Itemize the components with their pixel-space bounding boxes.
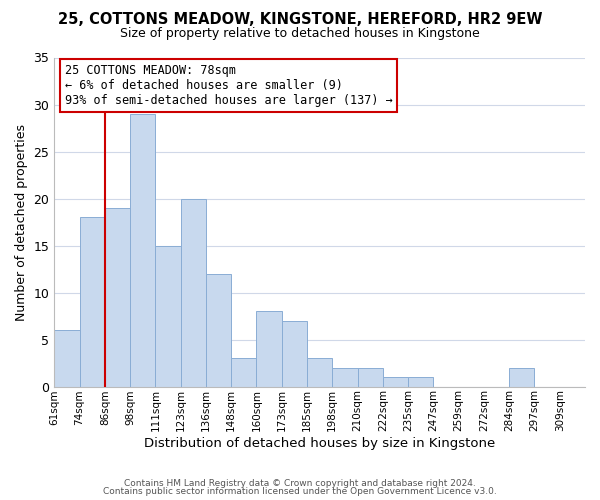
Bar <box>130 114 155 386</box>
Bar <box>307 358 332 386</box>
Bar <box>80 218 105 386</box>
Text: Contains public sector information licensed under the Open Government Licence v3: Contains public sector information licen… <box>103 487 497 496</box>
Text: Contains HM Land Registry data © Crown copyright and database right 2024.: Contains HM Land Registry data © Crown c… <box>124 478 476 488</box>
Bar <box>332 368 358 386</box>
Text: Size of property relative to detached houses in Kingstone: Size of property relative to detached ho… <box>120 28 480 40</box>
Text: 25, COTTONS MEADOW, KINGSTONE, HEREFORD, HR2 9EW: 25, COTTONS MEADOW, KINGSTONE, HEREFORD,… <box>58 12 542 28</box>
Bar <box>54 330 80 386</box>
Bar <box>105 208 130 386</box>
X-axis label: Distribution of detached houses by size in Kingstone: Distribution of detached houses by size … <box>144 437 495 450</box>
Bar <box>256 312 282 386</box>
Bar <box>206 274 231 386</box>
Bar <box>509 368 535 386</box>
Bar <box>383 377 408 386</box>
Bar <box>358 368 383 386</box>
Bar <box>408 377 433 386</box>
Y-axis label: Number of detached properties: Number of detached properties <box>15 124 28 320</box>
Bar <box>231 358 256 386</box>
Text: 25 COTTONS MEADOW: 78sqm
← 6% of detached houses are smaller (9)
93% of semi-det: 25 COTTONS MEADOW: 78sqm ← 6% of detache… <box>65 64 392 107</box>
Bar <box>155 246 181 386</box>
Bar <box>282 320 307 386</box>
Bar <box>181 198 206 386</box>
